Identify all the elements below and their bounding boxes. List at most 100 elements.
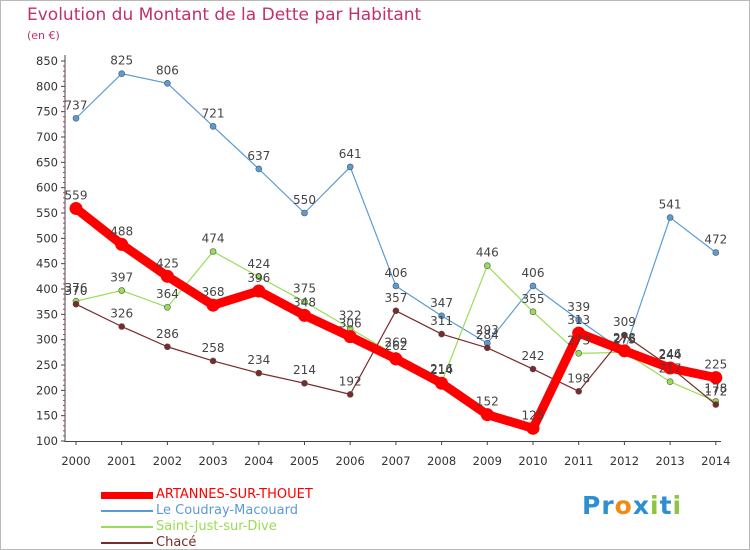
data-label: 550 bbox=[293, 193, 316, 207]
logo-letter: o bbox=[614, 491, 633, 520]
data-point bbox=[480, 408, 494, 422]
data-point bbox=[666, 214, 674, 221]
x-tick-label: 2012 bbox=[610, 454, 639, 468]
data-label: 216 bbox=[430, 362, 453, 376]
logo-letter: x bbox=[632, 491, 650, 520]
data-label: 641 bbox=[339, 147, 362, 161]
data-point bbox=[346, 163, 354, 171]
data-point bbox=[343, 330, 357, 344]
data-label: 178 bbox=[704, 381, 727, 395]
data-label: 198 bbox=[567, 371, 590, 385]
data-label: 172 bbox=[704, 385, 727, 399]
data-label: 322 bbox=[339, 309, 362, 323]
y-tick-label: 600 bbox=[36, 181, 58, 195]
logo-letter: P bbox=[582, 491, 602, 520]
data-label: 357 bbox=[384, 291, 407, 305]
legend-label: Saint-Just-sur-Dive bbox=[156, 519, 277, 534]
data-point bbox=[575, 388, 583, 395]
data-point bbox=[483, 262, 491, 269]
y-tick-label: 350 bbox=[36, 307, 58, 321]
data-point bbox=[392, 282, 400, 290]
data-label: 273 bbox=[567, 333, 590, 347]
data-label: 284 bbox=[476, 328, 499, 342]
legend-label: Le Coudray-Macouard bbox=[156, 503, 298, 518]
data-label: 446 bbox=[476, 246, 499, 260]
legend-swatch bbox=[101, 510, 153, 512]
data-point bbox=[392, 307, 400, 315]
data-label: 559 bbox=[65, 188, 88, 202]
x-tick-label: 2014 bbox=[701, 454, 730, 468]
data-point bbox=[209, 357, 217, 365]
data-point bbox=[164, 303, 171, 311]
data-label: 246 bbox=[659, 347, 682, 361]
data-point bbox=[72, 300, 80, 308]
data-label: 355 bbox=[522, 292, 545, 306]
data-label: 368 bbox=[202, 285, 225, 299]
y-tick-label: 800 bbox=[36, 79, 58, 93]
data-label: 269 bbox=[384, 335, 407, 349]
data-label: 424 bbox=[247, 257, 270, 271]
data-point bbox=[164, 343, 171, 351]
data-label: 242 bbox=[522, 349, 545, 363]
data-point bbox=[526, 421, 540, 435]
chart-title: Evolution du Montant de la Dette par Hab… bbox=[27, 5, 422, 25]
y-tick-label: 550 bbox=[36, 206, 58, 220]
data-label: 306 bbox=[339, 317, 362, 331]
data-label: 406 bbox=[522, 266, 545, 280]
x-tick-label: 2002 bbox=[153, 454, 182, 468]
x-tick-label: 2008 bbox=[427, 454, 456, 468]
data-label: 192 bbox=[339, 374, 362, 388]
data-point bbox=[72, 114, 80, 122]
data-point bbox=[529, 308, 537, 316]
data-label: 396 bbox=[247, 271, 270, 285]
data-label: 275 bbox=[613, 332, 636, 346]
x-tick-label: 2005 bbox=[290, 454, 319, 468]
proxiti-logo: Proxiti bbox=[582, 491, 682, 520]
data-label: 286 bbox=[156, 327, 179, 341]
y-tick-label: 500 bbox=[36, 231, 58, 245]
data-point bbox=[164, 79, 171, 87]
data-point bbox=[663, 361, 677, 375]
legend-label: Chacé bbox=[156, 535, 197, 550]
data-point bbox=[575, 350, 583, 357]
data-point bbox=[712, 249, 720, 256]
x-tick-label: 2007 bbox=[381, 454, 410, 468]
data-label: 125 bbox=[522, 408, 545, 422]
data-point bbox=[118, 287, 125, 294]
data-point bbox=[255, 165, 263, 173]
data-point bbox=[206, 298, 220, 312]
data-label: 313 bbox=[567, 313, 590, 327]
legend-label: ARTANNES-SUR-THOUET bbox=[156, 487, 313, 502]
legend-swatch bbox=[101, 491, 153, 499]
data-point bbox=[301, 209, 308, 217]
data-label: 806 bbox=[156, 63, 179, 77]
x-tick-label: 2010 bbox=[518, 454, 547, 468]
data-label: 214 bbox=[293, 363, 316, 377]
data-label: 375 bbox=[293, 282, 316, 296]
data-label: 225 bbox=[704, 358, 727, 372]
data-point bbox=[438, 330, 445, 338]
data-point bbox=[118, 323, 125, 330]
data-label: 217 bbox=[659, 362, 682, 376]
data-label: 425 bbox=[156, 256, 179, 270]
logo-letter: r bbox=[601, 491, 615, 520]
data-point bbox=[301, 298, 308, 305]
data-label: 214 bbox=[430, 363, 453, 377]
data-point bbox=[575, 316, 583, 324]
y-tick-label: 150 bbox=[36, 409, 58, 423]
x-tick-label: 2011 bbox=[564, 454, 593, 468]
data-point bbox=[209, 248, 217, 255]
logo-letter: t bbox=[659, 491, 673, 520]
legend-swatch bbox=[101, 542, 153, 544]
data-point bbox=[617, 344, 631, 358]
data-point bbox=[709, 371, 723, 385]
x-tick-label: 2006 bbox=[336, 454, 365, 468]
data-label: 258 bbox=[202, 341, 225, 355]
data-label: 339 bbox=[567, 300, 590, 314]
data-label: 311 bbox=[430, 314, 453, 328]
x-tick-label: 2000 bbox=[61, 454, 90, 468]
data-point bbox=[572, 326, 586, 340]
data-label: 721 bbox=[202, 106, 225, 120]
data-label: 276 bbox=[613, 332, 636, 346]
x-tick-label: 2004 bbox=[244, 454, 273, 468]
